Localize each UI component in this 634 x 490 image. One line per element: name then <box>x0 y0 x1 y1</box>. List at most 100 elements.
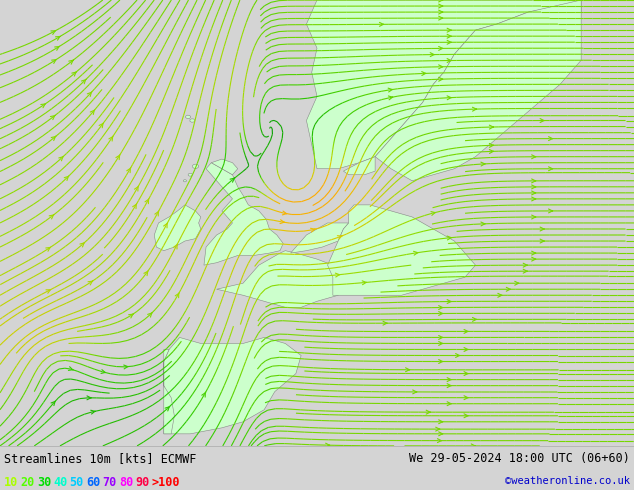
FancyArrowPatch shape <box>426 410 430 414</box>
FancyArrowPatch shape <box>64 176 69 180</box>
FancyArrowPatch shape <box>447 96 451 100</box>
Text: 70: 70 <box>103 476 117 489</box>
FancyArrowPatch shape <box>337 236 342 239</box>
FancyArrowPatch shape <box>532 155 536 159</box>
FancyArrowPatch shape <box>430 52 434 56</box>
FancyArrowPatch shape <box>51 30 56 34</box>
FancyArrowPatch shape <box>548 137 553 141</box>
Polygon shape <box>344 157 375 175</box>
Text: 40: 40 <box>53 476 67 489</box>
FancyArrowPatch shape <box>362 281 366 285</box>
Polygon shape <box>328 205 476 295</box>
FancyArrowPatch shape <box>51 59 56 63</box>
FancyArrowPatch shape <box>439 432 443 436</box>
FancyArrowPatch shape <box>481 222 485 226</box>
FancyArrowPatch shape <box>175 293 179 298</box>
FancyArrowPatch shape <box>422 72 426 75</box>
FancyArrowPatch shape <box>532 179 536 183</box>
FancyArrowPatch shape <box>116 154 120 160</box>
FancyArrowPatch shape <box>447 34 451 38</box>
FancyArrowPatch shape <box>439 312 443 316</box>
FancyArrowPatch shape <box>68 367 74 370</box>
FancyArrowPatch shape <box>101 369 105 373</box>
FancyArrowPatch shape <box>447 384 451 388</box>
FancyArrowPatch shape <box>413 251 418 255</box>
FancyArrowPatch shape <box>447 28 451 32</box>
FancyArrowPatch shape <box>439 306 443 310</box>
FancyArrowPatch shape <box>447 40 451 44</box>
FancyArrowPatch shape <box>87 92 92 97</box>
Polygon shape <box>193 164 198 169</box>
FancyArrowPatch shape <box>164 223 167 228</box>
FancyArrowPatch shape <box>72 72 77 76</box>
FancyArrowPatch shape <box>532 251 536 255</box>
FancyArrowPatch shape <box>540 239 544 243</box>
FancyArrowPatch shape <box>523 263 527 267</box>
FancyArrowPatch shape <box>109 136 113 141</box>
FancyArrowPatch shape <box>56 36 60 40</box>
FancyArrowPatch shape <box>202 392 206 397</box>
FancyArrowPatch shape <box>548 167 553 171</box>
FancyArrowPatch shape <box>51 136 56 141</box>
FancyArrowPatch shape <box>90 110 94 115</box>
Text: 10: 10 <box>4 476 18 489</box>
FancyArrowPatch shape <box>380 23 384 26</box>
FancyArrowPatch shape <box>464 347 468 351</box>
Text: 80: 80 <box>119 476 133 489</box>
Polygon shape <box>211 159 238 175</box>
FancyArrowPatch shape <box>464 396 468 400</box>
FancyArrowPatch shape <box>431 212 436 216</box>
Text: 30: 30 <box>37 476 51 489</box>
FancyArrowPatch shape <box>548 209 553 213</box>
FancyArrowPatch shape <box>165 406 170 411</box>
FancyArrowPatch shape <box>145 198 149 204</box>
Text: >100: >100 <box>152 476 180 489</box>
FancyArrowPatch shape <box>447 378 451 382</box>
FancyArrowPatch shape <box>439 10 443 14</box>
FancyArrowPatch shape <box>55 47 60 50</box>
FancyArrowPatch shape <box>489 125 493 129</box>
FancyArrowPatch shape <box>464 414 468 417</box>
FancyArrowPatch shape <box>87 396 91 400</box>
FancyArrowPatch shape <box>325 443 330 447</box>
Polygon shape <box>164 338 301 434</box>
FancyArrowPatch shape <box>91 410 95 414</box>
FancyArrowPatch shape <box>447 236 451 240</box>
Polygon shape <box>290 223 349 253</box>
FancyArrowPatch shape <box>439 4 443 8</box>
FancyArrowPatch shape <box>439 0 443 2</box>
FancyArrowPatch shape <box>532 257 536 261</box>
FancyArrowPatch shape <box>129 314 133 318</box>
FancyArrowPatch shape <box>41 104 46 108</box>
FancyArrowPatch shape <box>439 360 443 364</box>
FancyArrowPatch shape <box>68 60 74 64</box>
FancyArrowPatch shape <box>532 197 536 201</box>
FancyArrowPatch shape <box>464 371 468 375</box>
Polygon shape <box>186 115 191 119</box>
Text: Streamlines 10m [kts] ECMWF: Streamlines 10m [kts] ECMWF <box>4 452 197 465</box>
FancyArrowPatch shape <box>471 444 476 448</box>
FancyArrowPatch shape <box>413 390 417 394</box>
FancyArrowPatch shape <box>383 321 387 325</box>
FancyArrowPatch shape <box>127 168 131 172</box>
FancyArrowPatch shape <box>523 269 527 273</box>
FancyArrowPatch shape <box>230 178 235 182</box>
FancyArrowPatch shape <box>489 149 493 153</box>
FancyArrowPatch shape <box>447 59 451 63</box>
FancyArrowPatch shape <box>436 427 440 431</box>
FancyArrowPatch shape <box>498 294 502 297</box>
Polygon shape <box>164 349 174 434</box>
Text: We 29-05-2024 18:00 UTC (06+60): We 29-05-2024 18:00 UTC (06+60) <box>409 452 630 465</box>
FancyArrowPatch shape <box>464 329 468 333</box>
Text: 50: 50 <box>70 476 84 489</box>
Polygon shape <box>154 205 201 251</box>
FancyArrowPatch shape <box>532 215 536 219</box>
FancyArrowPatch shape <box>472 318 477 321</box>
FancyArrowPatch shape <box>540 227 544 231</box>
FancyArrowPatch shape <box>481 162 485 166</box>
FancyArrowPatch shape <box>439 47 443 50</box>
FancyArrowPatch shape <box>155 211 158 216</box>
FancyArrowPatch shape <box>447 402 451 406</box>
FancyArrowPatch shape <box>439 420 443 424</box>
FancyArrowPatch shape <box>389 96 393 100</box>
